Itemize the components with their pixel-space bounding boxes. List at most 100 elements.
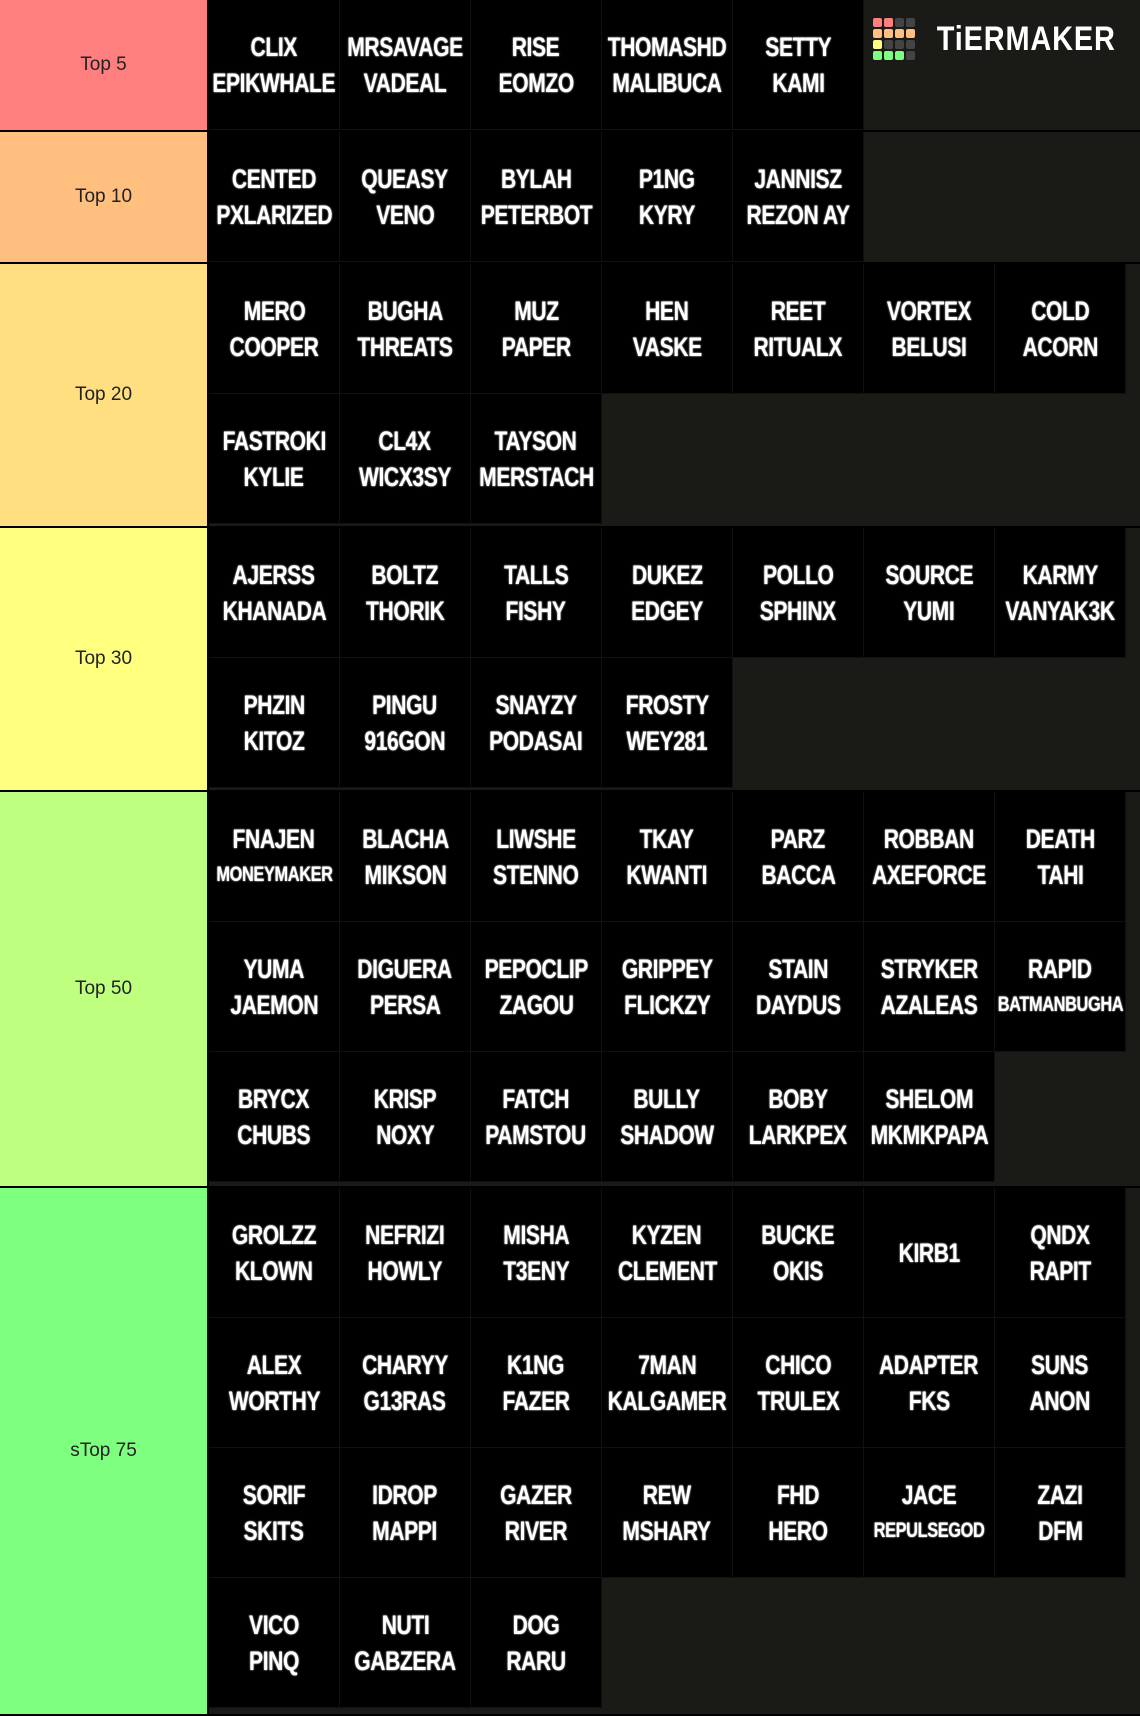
tier-item[interactable]: COLD ACORN — [995, 264, 1126, 394]
tier-item[interactable]: FHD HERO — [733, 1448, 864, 1578]
tier-item[interactable]: DUKEZ EDGEY — [602, 528, 733, 658]
player-name: G13RAS — [364, 1385, 446, 1416]
tier-item[interactable]: BUGHA THREATS — [340, 264, 471, 394]
player-name: RITUALX — [753, 331, 843, 362]
tier-item[interactable]: QNDX RAPIT — [995, 1188, 1126, 1318]
tier-item[interactable]: STRYKER AZALEAS — [864, 922, 995, 1052]
player-name: BACCA — [760, 859, 836, 890]
tier-item[interactable]: K1NG FAZER — [471, 1318, 602, 1448]
tier-item[interactable]: GROLZZ KLOWN — [209, 1188, 340, 1318]
tier-item[interactable]: CHICO TRULEX — [733, 1318, 864, 1448]
tier-item[interactable]: BOLTZ THORIK — [340, 528, 471, 658]
tier-item[interactable]: CENTED PXLARIZED — [209, 132, 340, 262]
tier-item[interactable]: ROBBAN AXEFORCE — [864, 792, 995, 922]
tier-item[interactable]: FASTROKI KYLIE — [209, 394, 340, 524]
tier-item[interactable]: BULLY SHADOW — [602, 1052, 733, 1182]
tier-item[interactable]: SORIF SKITS — [209, 1448, 340, 1578]
player-name: PXLARIZED — [216, 199, 332, 230]
tier-item[interactable]: PINGU 916GON — [340, 658, 471, 788]
tier-item[interactable]: SETTY KAMI — [733, 0, 864, 130]
tier-item[interactable]: QUEASY VENO — [340, 132, 471, 262]
tier-item[interactable]: P1NG KYRY — [602, 132, 733, 262]
tier-item[interactable]: BOBY LARKPEX — [733, 1052, 864, 1182]
tier-item[interactable]: JACE REPULSEGOD — [864, 1448, 995, 1578]
tier-label[interactable]: Top 10 — [0, 132, 209, 262]
tier-item[interactable]: NEFRIZI HOWLY — [340, 1188, 471, 1318]
player-name: SORIF — [242, 1479, 306, 1510]
tier-item[interactable]: MERO COOPER — [209, 264, 340, 394]
tier-item[interactable]: VORTEX BELUSI — [864, 264, 995, 394]
tier-item[interactable]: KARMY VANYAK3K — [995, 528, 1126, 658]
tier-item[interactable]: REW MSHARY — [602, 1448, 733, 1578]
tier-item[interactable]: KYZEN CLEMENT — [602, 1188, 733, 1318]
tier-item[interactable]: AJERSS KHANADA — [209, 528, 340, 658]
tier-item[interactable]: GAZER RIVER — [471, 1448, 602, 1578]
tier-item[interactable]: BYLAH PETERBOT — [471, 132, 602, 262]
tier-item[interactable]: TALLS FISHY — [471, 528, 602, 658]
tier-item[interactable]: CHARYY G13RAS — [340, 1318, 471, 1448]
tier-item[interactable]: FROSTY WEY281 — [602, 658, 733, 788]
tier-item[interactable]: MRSAVAGE VADEAL — [340, 0, 471, 130]
player-name: CENTED — [231, 163, 317, 194]
player-name: LIWSHE — [496, 823, 576, 854]
tier-item[interactable]: FATCH PAMSTOU — [471, 1052, 602, 1182]
tier-item[interactable]: BLACHA MIKSON — [340, 792, 471, 922]
tier-item[interactable]: IDROP MAPPI — [340, 1448, 471, 1578]
tier-item[interactable]: YUMA JAEMON — [209, 922, 340, 1052]
tier-item[interactable]: TAYSON MERSTACH — [471, 394, 602, 524]
player-name: WORTHY — [228, 1385, 320, 1416]
player-name: DAYDUS — [755, 989, 841, 1020]
tier-item[interactable]: RAPID BATMANBUGHA — [995, 922, 1126, 1052]
tier-item[interactable]: VICO PINQ — [209, 1578, 340, 1708]
tier-item[interactable]: ZAZI DFM — [995, 1448, 1126, 1578]
tier-item[interactable]: BUCKE OKIS — [733, 1188, 864, 1318]
tier-row: Top 10 CENTED PXLARIZED QUEASY VENO BYLAH PETE… — [0, 132, 1140, 264]
player-name: POLLO — [762, 559, 834, 590]
player-name: STAIN — [768, 953, 828, 984]
tier-item[interactable]: SUNS ANON — [995, 1318, 1126, 1448]
tier-item[interactable]: TKAY KWANTI — [602, 792, 733, 922]
tier-label[interactable]: Top 20 — [0, 264, 209, 526]
tier-item[interactable]: STAIN DAYDUS — [733, 922, 864, 1052]
tier-label[interactable]: sTop 75 — [0, 1188, 209, 1714]
tier-item[interactable]: GRIPPEY FLICKZY — [602, 922, 733, 1052]
tier-item[interactable]: JANNISZ REZON AY — [733, 132, 864, 262]
tier-item[interactable]: MUZ PAPER — [471, 264, 602, 394]
tier-item[interactable]: ALEX WORTHY — [209, 1318, 340, 1448]
tier-item[interactable]: SNAYZY PODASAI — [471, 658, 602, 788]
tier-item[interactable]: KIRB1 — [864, 1188, 995, 1318]
tier-label[interactable]: Top 30 — [0, 528, 209, 790]
tier-item[interactable]: ADAPTER FKS — [864, 1318, 995, 1448]
tier-item[interactable]: DEATH TAHI — [995, 792, 1126, 922]
player-name: DFM — [1037, 1515, 1083, 1546]
tier-item[interactable]: POLLO SPHINX — [733, 528, 864, 658]
player-name: KLOWN — [235, 1255, 313, 1286]
tier-item[interactable]: SHELOM MKMKPAPA — [864, 1052, 995, 1182]
tier-item[interactable]: CL4X WICX3SY — [340, 394, 471, 524]
tier-item[interactable]: DIGUERA PERSA — [340, 922, 471, 1052]
tier-item[interactable]: MISHA T3ENY — [471, 1188, 602, 1318]
tier-item[interactable]: LIWSHE STENNO — [471, 792, 602, 922]
tier-item[interactable]: HEN VASKE — [602, 264, 733, 394]
tier-item[interactable]: DOG RARU — [471, 1578, 602, 1708]
tier-items: AJERSS KHANADA BOLTZ THORIK TALLS FISHY DUKEZ E… — [209, 528, 1140, 790]
player-name: KYRY — [638, 199, 696, 230]
tier-label[interactable]: Top 5 — [0, 0, 209, 130]
tier-item[interactable]: FNAJEN MONEYMAKER — [209, 792, 340, 922]
tier-item[interactable]: CLIX EPIKWHALE — [209, 0, 340, 130]
player-name: PERSA — [369, 989, 441, 1020]
tier-item[interactable]: REET RITUALX — [733, 264, 864, 394]
tier-item[interactable]: KRISP NOXY — [340, 1052, 471, 1182]
tier-item[interactable]: BRYCX CHUBS — [209, 1052, 340, 1182]
tier-item[interactable]: SOURCE YUMI — [864, 528, 995, 658]
tier-item[interactable]: NUTI GABZERA — [340, 1578, 471, 1708]
tier-item[interactable]: PARZ BACCA — [733, 792, 864, 922]
player-name: QNDX — [1030, 1219, 1090, 1250]
tier-item[interactable]: 7MAN KALGAMER — [602, 1318, 733, 1448]
tier-item[interactable]: PHZIN KITOZ — [209, 658, 340, 788]
player-name: REPULSEGOD — [873, 1518, 985, 1542]
tier-item[interactable]: PEPOCLIP ZAGOU — [471, 922, 602, 1052]
tier-item[interactable]: THOMASHD MALIBUCA — [602, 0, 733, 130]
tier-item[interactable]: RISE EOMZO — [471, 0, 602, 130]
tier-label[interactable]: Top 50 — [0, 792, 209, 1186]
